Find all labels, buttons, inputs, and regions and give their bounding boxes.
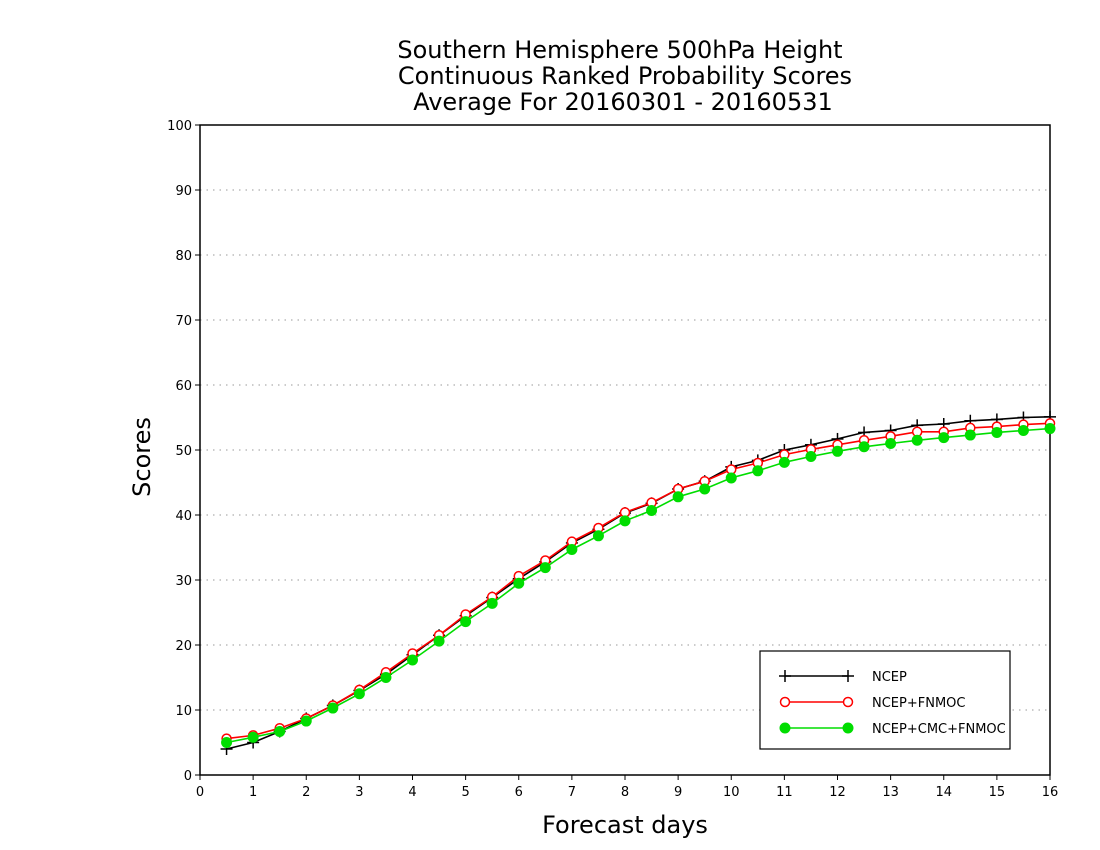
series-3-point — [646, 504, 658, 516]
x-tick-label: 15 — [989, 785, 1006, 800]
series-3-point — [592, 530, 604, 542]
series-3-point — [858, 441, 870, 453]
series-3-point — [486, 597, 498, 609]
series-3-point — [539, 562, 551, 574]
series-3-point — [1044, 423, 1056, 435]
legend-marker-left — [779, 696, 791, 708]
series-3-point — [938, 432, 950, 444]
y-tick-label: 30 — [175, 574, 192, 589]
x-tick-label: 10 — [723, 785, 740, 800]
y-tick-label: 70 — [175, 314, 192, 329]
series-3-point — [247, 731, 259, 743]
series-3-point — [832, 445, 843, 457]
x-tick-label: 0 — [196, 785, 204, 800]
series-3-point — [566, 543, 578, 555]
series-3-point — [221, 737, 233, 748]
legend-item-2: NCEP+FNMOC — [779, 696, 965, 711]
y-tick-label: 90 — [175, 184, 192, 199]
x-tick-label: 16 — [1042, 785, 1059, 800]
series-3-point — [752, 465, 764, 477]
chart-title-line-2: Continuous Ranked Probability Scores — [398, 62, 852, 90]
series-3-point — [1017, 425, 1029, 436]
legend-marker-right — [842, 722, 854, 734]
chart-title-line-3: Average For 20160301 - 20160531 — [413, 88, 833, 116]
x-tick-label: 3 — [355, 785, 363, 800]
legend-marker-right — [842, 670, 854, 682]
series-3-point — [672, 491, 684, 503]
series-3-point — [460, 616, 472, 628]
legend-label: NCEP+FNMOC — [872, 696, 965, 711]
chart-title-line-1: Southern Hemisphere 500hPa Height — [397, 36, 842, 64]
x-tick-label: 1 — [249, 785, 257, 800]
x-tick-label: 13 — [882, 785, 899, 800]
x-tick-label: 2 — [302, 785, 310, 800]
y-tick-label: 50 — [175, 444, 192, 459]
series-3-point — [300, 715, 312, 727]
series-3-point — [380, 672, 392, 683]
series-3-point — [778, 456, 790, 468]
legend-marker-right — [842, 696, 854, 708]
series-3-point — [964, 429, 976, 441]
y-tick-label: 60 — [175, 379, 192, 394]
series-3-point — [911, 434, 923, 446]
legend-label: NCEP+CMC+FNMOC — [872, 722, 1006, 737]
legend: NCEP NCEP+FNMOC NCEP+CMC+FNMOC — [759, 650, 1011, 750]
x-tick-label: 8 — [621, 785, 629, 800]
legend-item-3: NCEP+CMC+FNMOC — [779, 722, 1006, 737]
y-tick-label: 20 — [175, 639, 192, 654]
series-3-point — [433, 635, 445, 647]
x-tick-label: 5 — [461, 785, 469, 800]
series-3-point — [699, 483, 711, 495]
legend-box — [759, 650, 1011, 750]
series-3-point — [725, 472, 737, 484]
series-3-point — [353, 688, 365, 700]
legend-marker-left — [779, 722, 791, 734]
series-3-point — [513, 577, 525, 589]
y-axis-ticks: 0 10 20 30 40 50 60 70 80 90 100 — [167, 119, 200, 784]
x-tick-label: 9 — [674, 785, 682, 800]
legend-item-1: NCEP — [779, 670, 907, 685]
series-3-point — [327, 702, 339, 714]
y-tick-label: 10 — [175, 704, 192, 719]
series-3-point — [619, 515, 631, 527]
y-tick-label: 100 — [167, 119, 192, 134]
legend-marker-left — [779, 670, 791, 682]
legend-label: NCEP — [872, 670, 907, 685]
x-tick-label: 12 — [829, 785, 846, 800]
series-lines — [220, 410, 1056, 755]
series-3-point — [885, 438, 897, 449]
series-3 — [221, 423, 1056, 748]
x-axis-label: Forecast days — [542, 811, 708, 839]
series-3-point — [805, 451, 817, 462]
x-axis-ticks: 0 1 2 3 4 5 6 7 8 9 10 11 12 13 14 15 16 — [196, 775, 1058, 800]
y-axis-label: Scores — [128, 417, 156, 497]
gridlines — [200, 189, 1050, 711]
series-3-point — [274, 725, 286, 737]
series-3-point — [991, 426, 1003, 438]
x-tick-label: 6 — [515, 785, 523, 800]
x-tick-label: 7 — [568, 785, 576, 800]
x-tick-label: 11 — [776, 785, 793, 800]
y-tick-label: 80 — [175, 249, 192, 264]
y-tick-label: 40 — [175, 509, 192, 524]
series-3-point — [407, 654, 418, 666]
y-tick-label: 0 — [184, 769, 192, 784]
x-tick-label: 4 — [408, 785, 416, 800]
x-tick-label: 14 — [935, 785, 952, 800]
